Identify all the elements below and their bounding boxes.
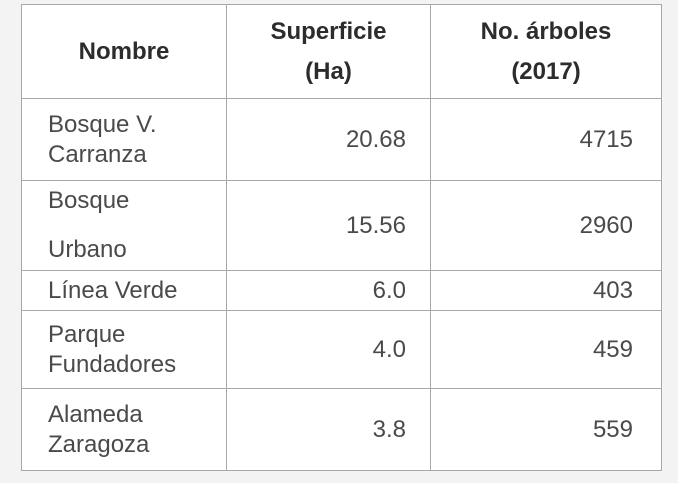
header-nombre-label: Nombre xyxy=(78,37,170,65)
cell-nombre: Parque Fundadores xyxy=(21,310,227,389)
cell-arboles: 459 xyxy=(430,310,662,389)
cell-nombre-line2: Urbano xyxy=(48,236,127,263)
cell-nombre: Bosque V. Carranza xyxy=(21,98,227,181)
cell-superficie: 15.56 xyxy=(226,180,431,271)
table-row: Bosque Urbano 15.56 2960 xyxy=(21,180,662,271)
data-table: Nombre Superficie (Ha) No. árboles (2017… xyxy=(21,4,662,471)
header-row: Nombre Superficie (Ha) No. árboles (2017… xyxy=(21,4,662,99)
cell-nombre-line1: Bosque V. xyxy=(48,110,157,138)
cell-nombre: Alameda Zaragoza xyxy=(21,388,227,471)
header-nombre: Nombre xyxy=(21,4,227,99)
cell-nombre-line2: Carranza xyxy=(48,140,147,168)
cell-superficie: 3.8 xyxy=(226,388,431,471)
cell-arboles: 559 xyxy=(430,388,662,471)
cell-nombre: Bosque Urbano xyxy=(21,180,227,271)
cell-superficie: 20.68 xyxy=(226,98,431,181)
cell-nombre-line1: Parque xyxy=(48,320,126,348)
cell-arboles: 4715 xyxy=(430,98,662,181)
cell-nombre-line1: Bosque xyxy=(48,187,130,214)
cell-arboles: 2960 xyxy=(430,180,662,271)
table-row: Línea Verde 6.0 403 xyxy=(21,270,662,311)
table-row: Alameda Zaragoza 3.8 559 xyxy=(21,388,662,471)
header-superficie-line2: (Ha) xyxy=(305,57,352,85)
header-arboles-line2: (2017) xyxy=(511,57,581,85)
table-row: Bosque V. Carranza 20.68 4715 xyxy=(21,98,662,181)
cell-nombre-line1: Alameda xyxy=(48,400,143,428)
header-superficie-line1: Superficie xyxy=(270,17,387,45)
table-row: Parque Fundadores 4.0 459 xyxy=(21,310,662,389)
header-arboles: No. árboles (2017) xyxy=(430,4,662,99)
cell-nombre-line1: Línea Verde xyxy=(48,276,178,304)
cell-superficie: 6.0 xyxy=(226,270,431,311)
header-superficie: Superficie (Ha) xyxy=(226,4,431,99)
cell-nombre-line2: Zaragoza xyxy=(48,430,150,458)
cell-arboles: 403 xyxy=(430,270,662,311)
cell-nombre: Línea Verde xyxy=(21,270,227,311)
cell-nombre-line2: Fundadores xyxy=(48,350,177,378)
cell-superficie: 4.0 xyxy=(226,310,431,389)
header-arboles-line1: No. árboles xyxy=(480,17,612,45)
